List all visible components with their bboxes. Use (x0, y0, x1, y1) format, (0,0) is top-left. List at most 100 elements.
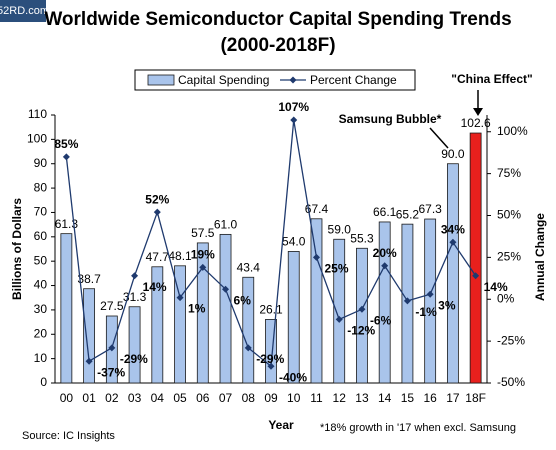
y-tick-label: 0 (40, 375, 47, 389)
percent-marker (472, 272, 480, 280)
x-tick-label: 01 (82, 391, 96, 405)
x-tick-label: 12 (333, 391, 347, 405)
legend-box (134, 69, 416, 91)
x-tick-label: 09 (264, 391, 278, 405)
bar-value-label: 67.4 (305, 202, 329, 216)
y2-tick-label: 100% (497, 124, 528, 138)
percent-label: 1% (188, 302, 206, 316)
percent-marker (312, 253, 320, 261)
percent-marker (403, 297, 411, 305)
x-axis-label: Year (268, 418, 294, 432)
percent-label: -29% (120, 352, 148, 366)
bar (151, 266, 164, 384)
percent-marker (426, 290, 434, 298)
footnote: *18% growth in '17 when excl. Samsung (320, 422, 516, 434)
bar (310, 218, 323, 384)
source: Source: IC Insights (22, 430, 115, 442)
percent-marker (290, 116, 298, 124)
x-tick-label: 03 (128, 391, 142, 405)
y-axis-label: Billions of Dollars (10, 198, 24, 300)
y-tick-label: 40 (34, 278, 48, 292)
y-tick-label: 20 (34, 326, 48, 340)
bar (242, 276, 255, 384)
bar (424, 218, 437, 384)
bar (446, 163, 459, 384)
bar (196, 242, 209, 384)
y-tick-label: 70 (34, 205, 48, 219)
bar-value-label: 38.7 (77, 272, 101, 286)
percent-label: -1% (415, 305, 437, 319)
bar (469, 132, 482, 384)
percent-marker (131, 272, 139, 280)
percent-label: -40% (279, 370, 307, 384)
bar (219, 233, 232, 384)
x-tick-label: 15 (401, 391, 415, 405)
x-tick-label: 18F (465, 391, 486, 405)
percent-label: -37% (97, 365, 125, 379)
percent-marker (62, 153, 70, 161)
percent-marker (85, 357, 93, 365)
y2-tick-label: 0% (497, 291, 515, 305)
x-tick-label: 14 (378, 391, 392, 405)
bar (174, 265, 186, 384)
y-tick-label: 80 (34, 180, 48, 194)
percent-marker (267, 362, 275, 370)
y2-tick-label: -25% (497, 333, 525, 347)
bar-value-label: 67.3 (418, 202, 442, 216)
bar-value-label: 61.3 (55, 217, 79, 231)
x-tick-label: 13 (355, 391, 369, 405)
bar (265, 319, 277, 384)
bar (378, 221, 391, 384)
bar (60, 233, 73, 384)
y2-tick-label: 50% (497, 208, 521, 222)
y2-tick-label: 75% (497, 166, 521, 180)
bar-value-label: 65.2 (396, 207, 420, 221)
percent-label: -6% (370, 313, 392, 327)
bar-value-label: 90.0 (441, 147, 465, 161)
annotation-arrowhead (473, 108, 483, 116)
percent-label: -12% (347, 324, 375, 338)
percent-label: 25% (324, 262, 348, 276)
percent-label: 6% (234, 293, 252, 307)
y2-tick-label: 25% (497, 250, 521, 264)
bar (333, 238, 346, 384)
percent-label: 19% (191, 248, 215, 262)
legend-label: Capital Spending (178, 73, 269, 87)
bar (287, 251, 300, 384)
bar-value-label: 26.1 (259, 303, 283, 317)
bar-value-label: 43.4 (237, 260, 261, 274)
y-tick-label: 60 (34, 229, 48, 243)
y-tick-label: 30 (34, 302, 48, 316)
x-tick-label: 07 (219, 391, 233, 405)
bar-value-label: 59.0 (328, 222, 352, 236)
percent-marker (335, 315, 343, 323)
percent-label: 34% (441, 222, 465, 236)
x-tick-label: 08 (242, 391, 256, 405)
x-tick-label: 16 (423, 391, 437, 405)
percent-marker (449, 238, 457, 246)
bar (356, 247, 368, 384)
annotation: "China Effect" (451, 72, 532, 86)
legend-swatch (147, 74, 175, 86)
percent-marker (381, 262, 389, 270)
percent-label: 14% (484, 280, 508, 294)
bar-value-label: 48.1 (168, 249, 192, 263)
x-tick-label: 17 (446, 391, 460, 405)
y-tick-label: 90 (34, 156, 48, 170)
y2-axis-label: Annual Change (533, 213, 547, 301)
bar-value-label: 66.1 (373, 205, 397, 219)
percent-marker (108, 344, 116, 352)
watermark-box (0, 0, 46, 22)
chart-subtitle: (2000-2018F) (220, 35, 335, 56)
percent-label: 3% (438, 298, 456, 312)
y2-tick-label: -50% (497, 375, 525, 389)
bar (128, 306, 141, 384)
watermark: 52RD.com (0, 5, 49, 17)
percent-marker (244, 344, 252, 352)
percent-marker (176, 294, 184, 302)
percent-marker (222, 285, 230, 293)
x-tick-label: 06 (196, 391, 210, 405)
x-tick-label: 10 (287, 391, 301, 405)
bar-value-label: 57.5 (191, 226, 215, 240)
